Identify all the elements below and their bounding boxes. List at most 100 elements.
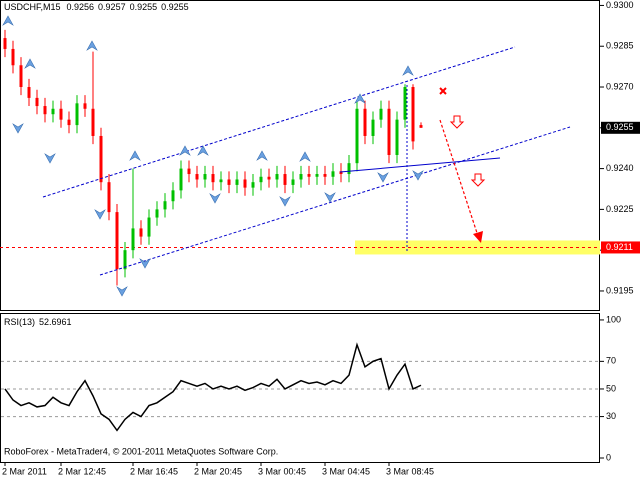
rsi-current: 52.6961 [39, 317, 72, 327]
forecast-arrowhead [473, 231, 483, 243]
main-underlay [0, 240, 600, 255]
candle-body [219, 179, 223, 183]
cross-mark [439, 87, 447, 95]
candle-body [75, 103, 79, 126]
y-tick-label: 70 [606, 356, 616, 366]
rsi-title: RSI(13) [4, 317, 35, 327]
x-tick-label: 3 Mar 00:45 [258, 466, 306, 476]
candle-body [35, 97, 39, 107]
analysis-overlay [2, 15, 571, 297]
candle-body [363, 108, 367, 136]
target-label-box [601, 241, 640, 254]
rsi-line [4, 342, 422, 432]
y-tick-label: 0.9300 [606, 0, 634, 10]
x-tick-label: 3 Mar 04:45 [322, 466, 370, 476]
candle-body [27, 87, 31, 98]
candle-body [323, 174, 327, 177]
sell-arrow [449, 115, 465, 129]
candle-body [291, 179, 295, 185]
target-label: 0.9211 [606, 242, 633, 252]
candle-body [371, 119, 375, 136]
candle-body [91, 108, 95, 136]
candle-body [403, 87, 407, 120]
candle-body [99, 135, 103, 183]
candle-body [139, 228, 143, 237]
x-tick-label: 3 Mar 08:45 [386, 466, 434, 476]
y-tick-label: 30 [606, 411, 616, 421]
main-marks [3, 29, 423, 286]
axes: 0.9300 0.9285 0.9270 0.9255 0.9240 0.9225 0.92… [2, 0, 640, 476]
candle-body [107, 182, 111, 213]
candle-body [411, 87, 415, 142]
candle-body [227, 179, 231, 185]
candle-body [115, 212, 119, 270]
candle-body [179, 168, 183, 191]
candle-body [275, 174, 279, 180]
candle-body [123, 250, 127, 270]
candle-body [59, 108, 63, 120]
candle-body [203, 174, 207, 180]
candle-body [251, 182, 255, 188]
rsi-panel [0, 313, 600, 463]
candle-body [131, 228, 135, 251]
candle-body [379, 108, 383, 120]
x-tick-label: 2 Mar 12:45 [58, 466, 106, 476]
sell-arrow [470, 173, 486, 187]
candle-body [387, 108, 391, 155]
candle-body [339, 171, 343, 175]
header-open: 0.9256 [67, 2, 95, 12]
rsi-marks [1, 342, 599, 432]
rsi-header: RSI(13) 52.6961 [4, 317, 72, 327]
candle-body [43, 106, 47, 115]
candle-body [395, 119, 399, 155]
candle-body [355, 108, 359, 164]
y-tick-label: 0.9195 [606, 285, 634, 295]
candle-body [195, 174, 199, 180]
channel-upper [42, 46, 516, 198]
price-label-box [601, 121, 640, 134]
candle-body [11, 48, 15, 66]
candle-body [51, 108, 55, 115]
candle-body [171, 190, 175, 202]
header-high: 0.9257 [98, 2, 126, 12]
footer: RoboForex - MetaTrader4, © 2001-2011 Met… [4, 446, 278, 456]
candle-body [419, 125, 423, 128]
candle-body [331, 171, 335, 177]
header-close: 0.9255 [161, 2, 189, 12]
header-low: 0.9255 [130, 2, 158, 12]
trend-line [339, 157, 501, 173]
candle-body [211, 174, 215, 183]
y-tick-label: 0 [606, 452, 611, 462]
x-tick-label: 2 Mar 20:45 [194, 466, 242, 476]
x-tick-label: 2 Mar 2011 [2, 466, 47, 476]
candle-body [3, 38, 7, 49]
candle-body [147, 217, 151, 237]
y-tick-label: 0.9240 [606, 163, 634, 173]
candle-body [315, 174, 319, 177]
y-tick-label: 0.9225 [606, 204, 634, 214]
candle-body [299, 174, 303, 180]
x-tick-label: 2 Mar 16:45 [130, 466, 178, 476]
candle-body [83, 103, 87, 109]
y-tick-label: 100 [606, 314, 621, 324]
y-tick-label: 0.9270 [606, 81, 634, 91]
price-label: 0.9255 [606, 122, 634, 132]
candle-body [187, 168, 191, 175]
candle-body [347, 163, 351, 175]
y-tick-label: 50 [606, 383, 616, 393]
candle-body [67, 119, 71, 126]
candle-body [267, 176, 271, 180]
candle-body [19, 65, 23, 88]
candle-body [235, 179, 239, 185]
candle-body [163, 201, 167, 210]
main-header: USDCHF,M15 0.9256 0.9257 0.9255 0.9255 [4, 2, 189, 12]
candle-body [243, 179, 247, 188]
candle-body [259, 176, 263, 183]
candle-body [155, 209, 159, 218]
forecast-arrow [439, 119, 479, 237]
candle-body [283, 174, 287, 185]
symbol: USDCHF,M15 [4, 2, 61, 12]
channel-lower [99, 126, 571, 276]
target-zone [355, 240, 600, 255]
